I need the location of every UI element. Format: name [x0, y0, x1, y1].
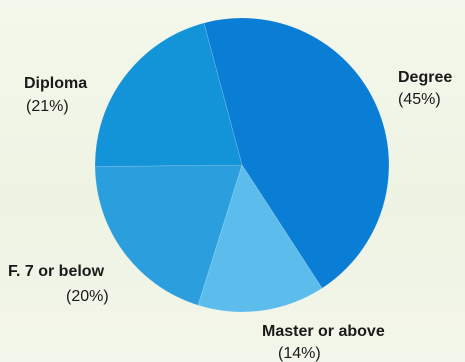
slice-degree — [203, 17, 390, 289]
label-master-or-above: Master or above (14%) — [262, 323, 389, 362]
label-diploma: Diploma (21%) — [24, 75, 92, 115]
slice-f7-or-below — [94, 164, 243, 306]
slice-master-or-above — [197, 164, 323, 313]
pie-slices — [94, 17, 390, 313]
label-degree: Degree (45%) — [398, 69, 457, 108]
slice-diploma — [94, 22, 243, 167]
label-f7-or-below: F. 7 or below (20%) — [8, 263, 109, 305]
